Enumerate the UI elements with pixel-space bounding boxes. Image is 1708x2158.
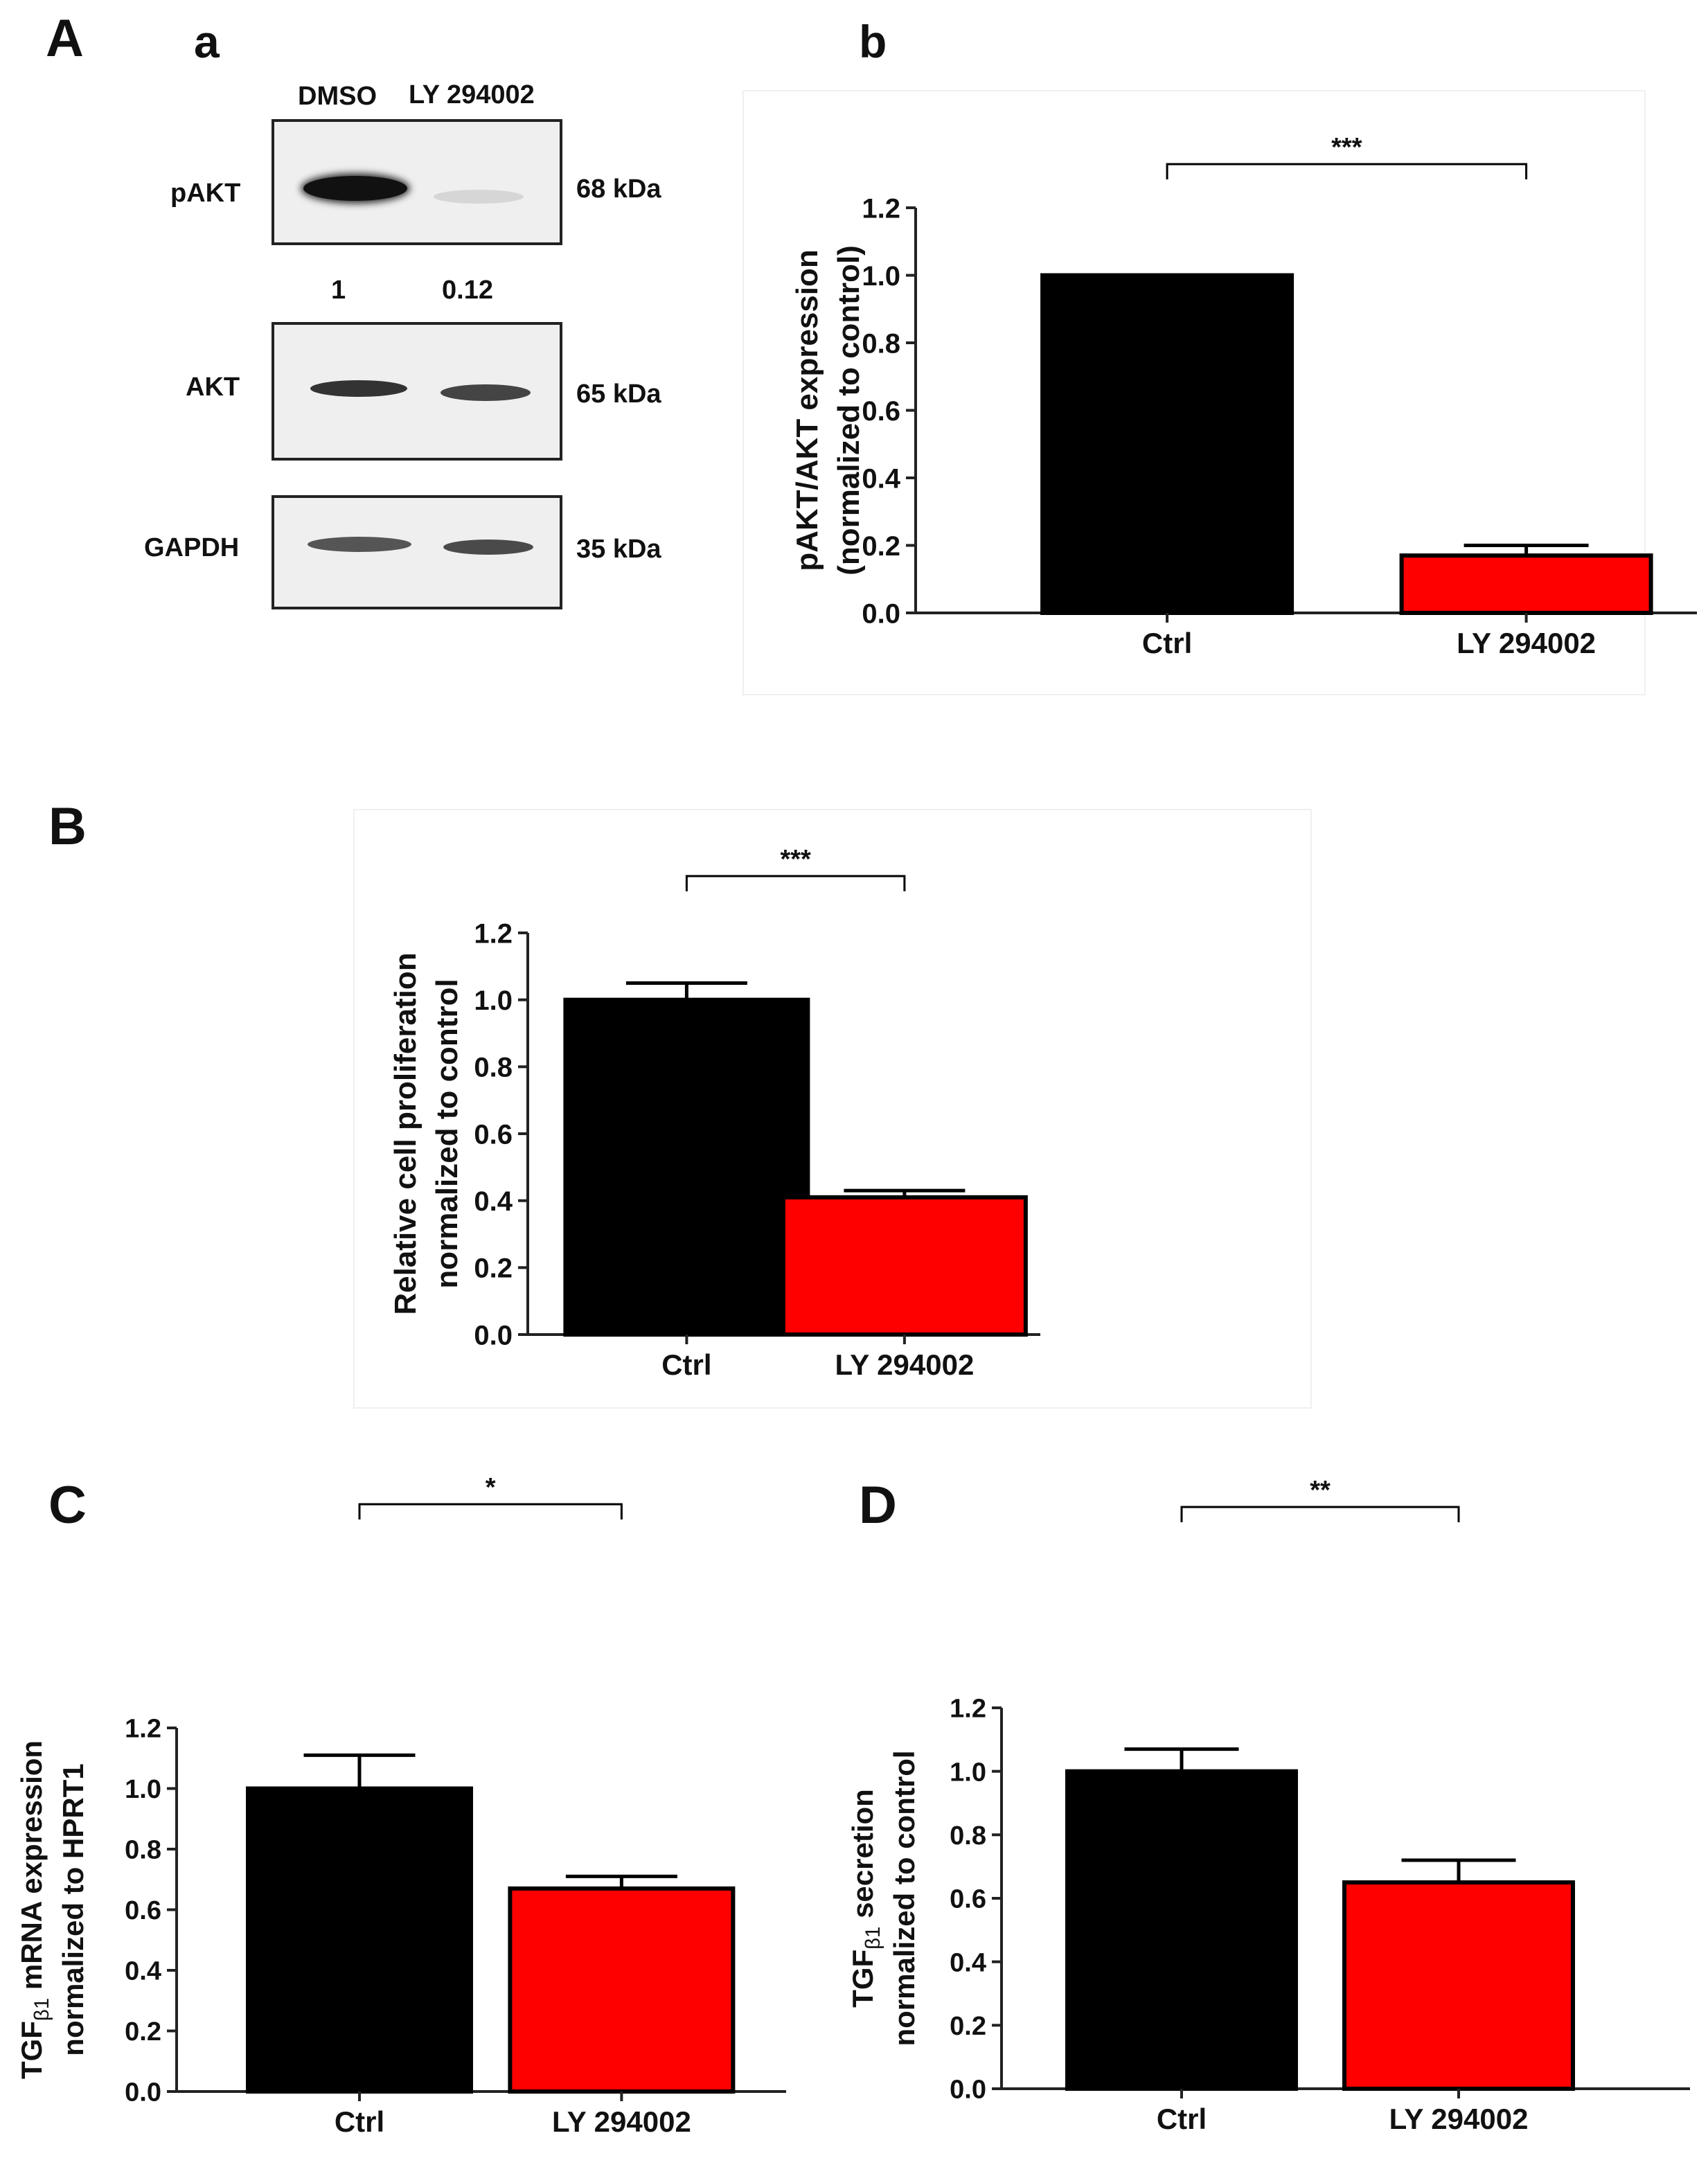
x-category-label: Ctrl bbox=[1142, 627, 1192, 659]
bar-ctrl bbox=[246, 1786, 473, 2094]
y-tick-label: 1.2 bbox=[125, 1715, 161, 1744]
blot-label-pakt: pAKT bbox=[170, 179, 241, 208]
x-category-label: LY 294002 bbox=[1457, 627, 1596, 659]
y-tick-label: 0.8 bbox=[862, 328, 900, 359]
x-category-label: LY 294002 bbox=[835, 1348, 974, 1381]
chart-pakt-akt: 0.0 0.2 0.4 0.6 0.8 1.0 1.2 Ctrl LY 294002 *** pAK… bbox=[790, 133, 1697, 659]
y-axis-label: (normalized to control) bbox=[832, 245, 866, 576]
y-tick-label: 1.2 bbox=[474, 918, 513, 949]
y-tick-label: 0.6 bbox=[125, 1896, 161, 1925]
y-axis-label: Relative cell proliferation bbox=[389, 952, 422, 1314]
bar-ctrl bbox=[1040, 273, 1295, 615]
blot-kda-pakt: 68 kDa bbox=[576, 175, 661, 204]
y-tick-label: 0.4 bbox=[862, 463, 900, 494]
significance-bracket bbox=[1180, 1506, 1460, 1522]
y-tick-label: 0.6 bbox=[950, 1885, 986, 1914]
panel-label-a: a bbox=[194, 16, 220, 67]
blot-label-gapdh: GAPDH bbox=[144, 533, 240, 562]
plot-area: 0.0 0.2 0.4 0.6 0.8 1.0 1.2 Ctrl LY 294002 *** pAK… bbox=[790, 133, 1697, 659]
band-gapdh-ly bbox=[443, 540, 533, 555]
panel-label-A: A bbox=[46, 9, 84, 68]
bar-ly294002 bbox=[1342, 1880, 1575, 2091]
blot-pakt bbox=[272, 119, 562, 245]
band-akt-ly bbox=[441, 384, 531, 401]
y-tick-label: 0.6 bbox=[862, 396, 900, 427]
y-axis-label: pAKT/AKT expression bbox=[790, 249, 824, 571]
y-axis-label: TGFβ1 secretion bbox=[846, 1789, 884, 2008]
quant-ly: 0.12 bbox=[442, 276, 493, 305]
y-axis-label: normalized to control bbox=[430, 979, 464, 1288]
y-tick-label: 0.0 bbox=[862, 598, 900, 629]
plot-area: 0.0 0.2 0.4 0.6 0.8 1.0 1.2 Ctrl LY 294002 * TGFβ1… bbox=[15, 1473, 786, 2138]
lane-label-ly: LY 294002 bbox=[409, 80, 535, 109]
significance-bracket bbox=[1166, 163, 1528, 179]
blot-kda-akt: 65 kDa bbox=[576, 380, 661, 409]
y-tick-label: 0.2 bbox=[862, 531, 900, 562]
significance-bracket bbox=[685, 875, 906, 891]
plot-area: 0.0 0.2 0.4 0.6 0.8 1.0 1.2 Ctrl LY 294002 ** TGFβ… bbox=[846, 1476, 1690, 2135]
y-axis-label: TGFβ1 mRNA expression bbox=[15, 1740, 53, 2079]
y-tick-label: 0.8 bbox=[474, 1053, 513, 1083]
y-tick-label: 0.0 bbox=[474, 1320, 513, 1350]
blot-label-akt: AKT bbox=[186, 373, 240, 402]
significance-bracket bbox=[358, 1503, 623, 1519]
y-axis-label: normalized to control bbox=[888, 1750, 920, 2046]
plot-area: 0.0 0.2 0.4 0.6 0.8 1.0 1.2 Ctrl LY 294002 *** Rel… bbox=[389, 845, 1040, 1381]
y-tick-label: 0.6 bbox=[474, 1119, 513, 1150]
band-gapdh-dmso bbox=[308, 537, 411, 552]
y-tick-label: 1.0 bbox=[474, 986, 513, 1016]
y-tick-label: 0.4 bbox=[950, 1948, 986, 1977]
y-tick-label: 0.4 bbox=[125, 1957, 161, 1986]
y-tick-label: 1.0 bbox=[950, 1758, 986, 1787]
band-pakt-dmso bbox=[303, 176, 407, 201]
y-tick-label: 1.0 bbox=[125, 1775, 161, 1804]
y-axis-label: normalized to HPRT1 bbox=[57, 1763, 89, 2056]
lane-label-dmso: DMSO bbox=[298, 82, 377, 111]
y-tick-label: 1.0 bbox=[862, 261, 900, 292]
band-pakt-ly bbox=[434, 190, 524, 204]
quant-dmso: 1 bbox=[331, 276, 346, 305]
significance-label: ** bbox=[1310, 1476, 1331, 1505]
y-tick-label: 0.0 bbox=[950, 2076, 986, 2105]
band-akt-dmso bbox=[310, 380, 407, 397]
y-tick-label: 0.2 bbox=[950, 2012, 986, 2041]
blot-gapdh bbox=[272, 495, 562, 609]
significance-label: *** bbox=[1331, 133, 1362, 162]
x-category-label: Ctrl bbox=[335, 2105, 384, 2138]
y-tick-label: 0.0 bbox=[125, 2078, 161, 2107]
significance-label: * bbox=[486, 1473, 496, 1502]
x-category-label: Ctrl bbox=[661, 1348, 711, 1381]
panel-label-D: D bbox=[859, 1476, 897, 1535]
bar-ctrl bbox=[563, 997, 810, 1337]
chart-tgfb1-mrna: 0.0 0.2 0.4 0.6 0.8 1.0 1.2 Ctrl LY 294002 * TGFβ1… bbox=[15, 1473, 786, 2138]
x-category-label: Ctrl bbox=[1157, 2103, 1207, 2135]
y-tick-label: 0.4 bbox=[474, 1186, 513, 1217]
y-tick-label: 0.2 bbox=[474, 1254, 513, 1284]
y-tick-label: 0.2 bbox=[125, 2017, 161, 2046]
y-tick-label: 0.8 bbox=[125, 1836, 161, 1865]
x-category-label: LY 294002 bbox=[552, 2105, 691, 2138]
bar-ly294002 bbox=[781, 1195, 1028, 1337]
blot-akt bbox=[272, 322, 562, 461]
chart-tgfb1-secretion: 0.0 0.2 0.4 0.6 0.8 1.0 1.2 Ctrl LY 294002 ** TGFβ… bbox=[846, 1476, 1690, 2135]
bar-ly294002 bbox=[508, 1886, 736, 2094]
y-tick-label: 1.2 bbox=[862, 193, 900, 224]
panel-label-b: b bbox=[859, 16, 887, 67]
panel-label-C: C bbox=[48, 1476, 87, 1535]
bar-ctrl bbox=[1065, 1769, 1298, 2091]
x-category-label: LY 294002 bbox=[1389, 2103, 1529, 2135]
panel-label-B: B bbox=[48, 797, 87, 856]
bar-ly294002 bbox=[1399, 553, 1653, 615]
significance-label: *** bbox=[780, 845, 811, 874]
y-tick-label: 0.8 bbox=[950, 1821, 986, 1851]
blot-kda-gapdh: 35 kDa bbox=[576, 535, 661, 564]
chart-cell-proliferation: 0.0 0.2 0.4 0.6 0.8 1.0 1.2 Ctrl LY 294002 *** Rel… bbox=[389, 845, 1040, 1381]
y-tick-label: 1.2 bbox=[950, 1695, 986, 1724]
